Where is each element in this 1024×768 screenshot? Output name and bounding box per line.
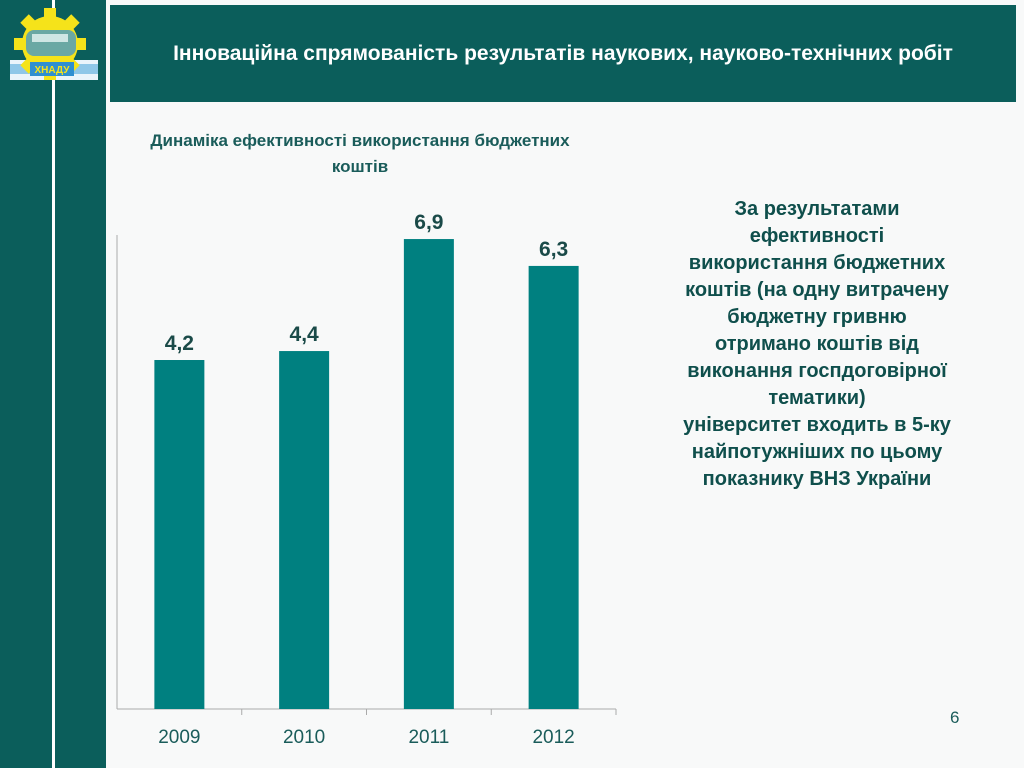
logo-text: ХНАДУ (35, 65, 71, 76)
x-tick-label: 2009 (158, 727, 200, 748)
summary-line: коштів (на одну витрачену (685, 279, 949, 301)
summary-line: виконання госпдоговірної (687, 360, 947, 382)
university-logo: ХНАДУ (10, 8, 98, 80)
summary-text: За результатами ефективності використання … (632, 196, 1002, 493)
sidebar-divider (52, 0, 55, 768)
slide-title: Інноваційна спрямованість результатів на… (173, 41, 953, 65)
bar-2011 (403, 239, 454, 709)
slide-header: Інноваційна спрямованість результатів на… (110, 5, 1016, 102)
x-tick-label: 2010 (283, 727, 325, 748)
data-label: 4,2 (165, 332, 194, 355)
data-label: 4,4 (290, 323, 320, 346)
x-tick-label: 2011 (408, 727, 449, 748)
page-number: 6 (950, 708, 960, 727)
bar-2009 (154, 360, 205, 709)
summary-line: отримано коштів від (715, 333, 919, 355)
summary-line: університет входить в 5-ку (683, 414, 951, 436)
data-label: 6,9 (414, 211, 443, 234)
chart-title: Динаміка ефективності використання бюдже… (150, 131, 570, 176)
summary-line: використання бюджетних (688, 252, 946, 274)
summary-line: бюджетну гривню (727, 306, 907, 328)
summary-line: За результатами (734, 198, 900, 220)
x-tick-label: 2012 (532, 727, 574, 748)
summary-line: тематики) (768, 387, 866, 409)
bar-2012 (528, 265, 579, 709)
summary-line: ефективності (749, 225, 885, 247)
summary-line: найпотужніших по цьому (691, 441, 943, 463)
data-label: 6,3 (539, 238, 568, 261)
summary-line: показнику ВНЗ України (702, 468, 932, 490)
bar-2010 (279, 351, 330, 709)
